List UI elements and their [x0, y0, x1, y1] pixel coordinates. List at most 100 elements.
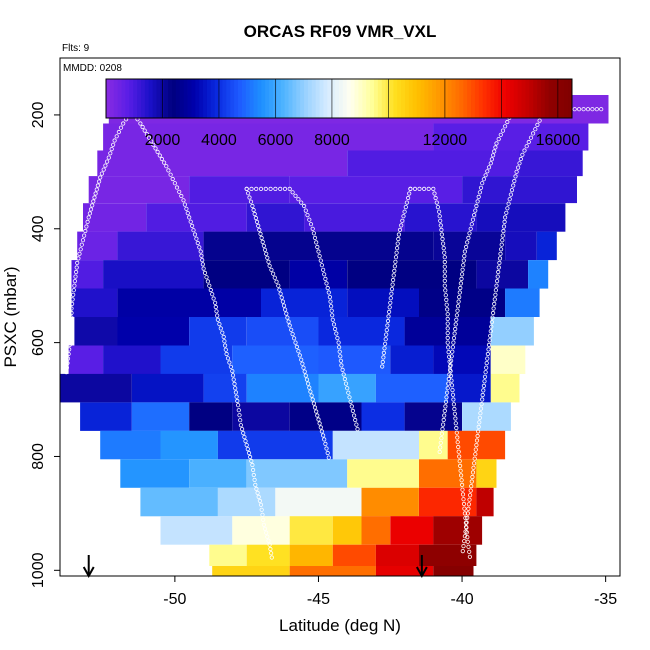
heatmap-cell: [100, 430, 161, 460]
track-point: [443, 404, 448, 409]
track-point: [512, 178, 517, 184]
track-point: [440, 241, 446, 246]
colorbar-cell: [432, 79, 437, 118]
track-point: [249, 186, 254, 191]
track-point: [320, 267, 326, 272]
track-point: [500, 238, 505, 243]
x-axis: -50 -45 -40 -35: [163, 576, 617, 608]
track-point: [388, 296, 393, 301]
track-point: [494, 141, 499, 146]
track-point: [382, 341, 388, 346]
track-point: [572, 107, 577, 112]
track-point: [405, 195, 411, 201]
track-point: [461, 263, 466, 268]
track-point: [199, 253, 204, 258]
track-point: [112, 138, 117, 143]
track-point: [257, 227, 262, 232]
track-point: [330, 313, 335, 318]
track-point: [437, 449, 442, 454]
track-point: [481, 388, 486, 393]
track-point: [403, 205, 408, 210]
track-point: [238, 418, 243, 423]
colorbar-tick-label: 8000: [314, 132, 350, 149]
track-point: [463, 524, 469, 530]
track-point: [463, 515, 468, 521]
track-point: [493, 145, 498, 150]
heatmap-cell: [490, 373, 520, 403]
track-point: [494, 278, 500, 284]
colorbar-cell: [156, 79, 161, 118]
track-point: [111, 142, 116, 147]
track-point: [581, 107, 586, 112]
colorbar-cell: [315, 79, 320, 118]
track-point: [458, 281, 463, 286]
track-point: [325, 450, 330, 456]
track-point: [258, 231, 263, 236]
track-point: [87, 211, 93, 216]
track-point: [483, 173, 488, 178]
track-point: [66, 351, 71, 357]
track-point: [222, 339, 227, 344]
colorbar-cell: [129, 79, 134, 118]
track-point: [444, 297, 449, 302]
track-point: [322, 272, 327, 277]
track-point: [446, 381, 451, 386]
track-point: [157, 153, 162, 158]
track-point: [322, 437, 327, 442]
track-point: [453, 416, 458, 421]
track-point: [489, 319, 494, 325]
track-point: [530, 131, 536, 136]
track-point: [467, 549, 472, 554]
track-point: [151, 142, 156, 147]
track-point: [305, 213, 310, 218]
track-point: [480, 181, 485, 186]
heatmap-cell: [390, 516, 434, 545]
track-point: [465, 240, 470, 245]
track-point: [90, 203, 95, 208]
track-point: [346, 390, 351, 395]
track-point: [317, 254, 322, 259]
track-point: [445, 386, 450, 391]
track-point: [445, 340, 450, 345]
heatmap-cell: [189, 176, 290, 204]
heatmap-cell: [68, 345, 104, 374]
track-point: [190, 223, 195, 228]
heatmap-cell: [462, 176, 577, 204]
track-point: [454, 430, 459, 435]
track-point: [455, 440, 460, 445]
track-point: [246, 450, 252, 456]
track-point: [450, 392, 456, 397]
track-point: [394, 250, 399, 255]
track-point: [498, 132, 503, 137]
heatmap-cell: [289, 516, 333, 545]
track-point: [293, 193, 298, 198]
track-point: [342, 376, 347, 382]
heatmap-cell: [117, 317, 190, 346]
track-point: [223, 343, 228, 348]
track-point: [294, 344, 299, 349]
track-point: [458, 473, 464, 478]
colorbar-cell: [133, 79, 138, 118]
heatmap-cell: [476, 203, 566, 232]
colorbar-cell: [164, 79, 169, 118]
colorbar-cell: [428, 79, 433, 118]
track-point: [76, 256, 81, 261]
track-point: [247, 195, 252, 200]
track-point: [340, 367, 345, 372]
colorbar-cell: [125, 79, 130, 118]
colorbar-cell: [253, 79, 258, 118]
heatmap-cell: [246, 459, 348, 488]
track-point: [262, 526, 268, 531]
track-point: [233, 390, 238, 395]
track-point: [439, 227, 444, 232]
track-point: [227, 360, 232, 365]
track-point: [121, 121, 126, 126]
track-point: [293, 340, 298, 345]
heatmap-cell: [505, 231, 537, 261]
track-point: [343, 381, 349, 386]
track-point: [253, 215, 258, 221]
colorbar-cell: [257, 79, 262, 118]
track-point: [399, 223, 404, 228]
track-point: [320, 433, 326, 438]
track-point: [204, 275, 209, 280]
